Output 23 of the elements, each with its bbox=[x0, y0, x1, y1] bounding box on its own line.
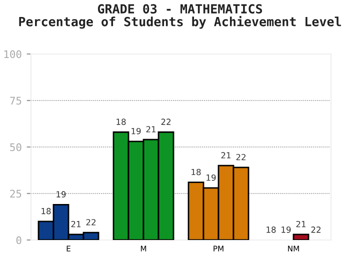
text: 22 bbox=[161, 118, 170, 125]
text: 21 bbox=[146, 126, 156, 132]
chart-title: GRADE 03 - MATHEMATICS Percentage of Students by Achievement Level bbox=[19, 4, 341, 29]
series-label: 22 bbox=[86, 219, 96, 226]
text: 19 bbox=[132, 128, 141, 134]
series-label: 18 bbox=[116, 118, 126, 125]
text: 19 bbox=[282, 226, 291, 233]
text: 22 bbox=[311, 226, 320, 233]
y-tick-label: 75 bbox=[10, 96, 22, 105]
y-tick-label: 0 bbox=[16, 236, 22, 244]
text: 18 bbox=[192, 168, 201, 176]
text: 19 bbox=[206, 174, 216, 181]
text: 22 bbox=[236, 154, 246, 160]
text: 21 bbox=[296, 220, 306, 228]
text: 18 bbox=[266, 226, 276, 233]
y-tick-label: 25 bbox=[10, 190, 22, 198]
text: 21 bbox=[221, 152, 231, 158]
y-tick-label: 50 bbox=[10, 143, 22, 152]
bar bbox=[292, 234, 310, 240]
series-label: 19 bbox=[56, 191, 66, 198]
series-label: 21 bbox=[71, 220, 81, 228]
text: 18 bbox=[42, 208, 51, 214]
y-tick-label: 100 bbox=[4, 50, 22, 58]
